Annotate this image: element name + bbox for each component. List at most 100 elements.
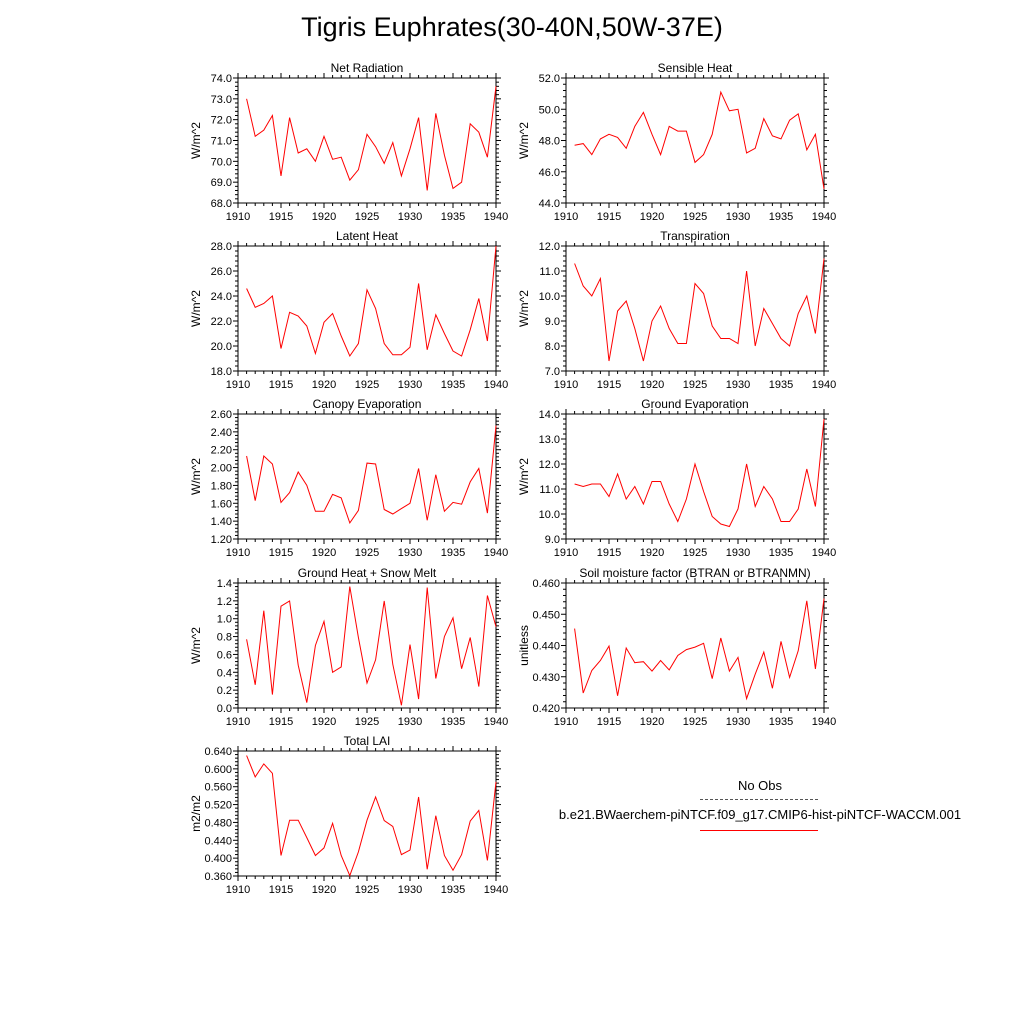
panel-5: 1910 1915 1920 1925 1930 1935 1940 1.20 1.40 1.60… [189, 397, 508, 559]
x-tick-label: 1925 [355, 884, 379, 896]
y-tick-label: 24.0 [211, 291, 232, 303]
y-tick-label: 2.20 [211, 445, 232, 457]
x-tick-label: 1935 [441, 379, 465, 391]
x-tick-label: 1920 [640, 211, 664, 223]
panel-title: Canopy Evaporation [313, 397, 422, 411]
y-tick-label: 0.360 [204, 871, 232, 883]
y-tick-label: 8.0 [545, 341, 560, 353]
legend-case-label: b.e21.BWaerchem-piNTCF.f09_g17.CMIP6-his… [558, 807, 962, 822]
x-tick-label: 1915 [269, 716, 293, 728]
plot-frame [237, 245, 497, 372]
series-line [246, 586, 497, 706]
plot-frame [565, 77, 825, 204]
x-tick-label: 1910 [226, 716, 250, 728]
y-tick-label: 0.520 [204, 800, 232, 812]
x-tick-label: 1925 [355, 716, 379, 728]
y-tick-label: 48.0 [539, 136, 560, 148]
x-tick-label: 1910 [554, 547, 578, 559]
x-tick-label: 1910 [226, 379, 250, 391]
y-tick-label: 71.0 [211, 136, 232, 148]
x-tick-label: 1910 [554, 211, 578, 223]
y-tick-label: 1.20 [211, 534, 232, 546]
y-tick-label: 0.560 [204, 782, 232, 794]
y-tick-label: 73.0 [211, 94, 232, 106]
x-tick-label: 1910 [226, 547, 250, 559]
y-tick-label: 68.0 [211, 198, 232, 210]
x-tick-label: 1915 [597, 211, 621, 223]
y-tick-label: 10.0 [539, 291, 560, 303]
plot-frame [237, 413, 497, 540]
y-tick-label: 20.0 [211, 341, 232, 353]
y-tick-label: 9.0 [545, 534, 560, 546]
x-tick-label: 1930 [726, 716, 750, 728]
x-tick-label: 1935 [769, 716, 793, 728]
y-tick-label: 0.480 [204, 817, 232, 829]
x-tick-label: 1930 [726, 547, 750, 559]
x-tick-label: 1935 [441, 716, 465, 728]
x-tick-label: 1935 [441, 547, 465, 559]
y-tick-label: 9.0 [545, 316, 560, 328]
x-tick-label: 1930 [398, 884, 422, 896]
y-axis-label: W/m^2 [517, 290, 531, 327]
x-tick-label: 1930 [398, 716, 422, 728]
y-axis-label: W/m^2 [189, 290, 203, 327]
y-tick-label: 0.4 [217, 667, 232, 679]
x-tick-label: 1915 [269, 211, 293, 223]
x-tick-label: 1920 [312, 547, 336, 559]
x-tick-label: 1925 [683, 211, 707, 223]
y-tick-label: 0.440 [204, 835, 232, 847]
x-tick-label: 1925 [683, 547, 707, 559]
series-line [246, 425, 497, 525]
x-tick-label: 1920 [312, 884, 336, 896]
y-tick-label: 46.0 [539, 167, 560, 179]
x-tick-label: 1920 [640, 379, 664, 391]
panel-title: Soil moisture factor (BTRAN or BTRANMN) [579, 566, 810, 580]
x-tick-label: 1925 [355, 379, 379, 391]
y-tick-label: 0.600 [204, 764, 232, 776]
y-tick-label: 13.0 [539, 434, 560, 446]
y-tick-label: 7.0 [545, 366, 560, 378]
y-tick-label: 52.0 [539, 73, 560, 85]
y-tick-label: 12.0 [539, 459, 560, 471]
y-tick-label: 1.40 [211, 516, 232, 528]
x-tick-label: 1935 [769, 547, 793, 559]
x-tick-label: 1915 [597, 547, 621, 559]
x-tick-label: 1910 [226, 211, 250, 223]
x-tick-label: 1915 [597, 716, 621, 728]
x-tick-label: 1930 [398, 547, 422, 559]
x-tick-label: 1915 [269, 884, 293, 896]
x-tick-label: 1915 [269, 547, 293, 559]
y-tick-label: 10.0 [539, 509, 560, 521]
plot-frame [565, 245, 825, 372]
y-axis-label: unitless [517, 625, 531, 666]
y-axis-label: W/m^2 [189, 458, 203, 495]
y-tick-label: 14.0 [539, 409, 560, 421]
plot-frame [565, 413, 825, 540]
series-line [246, 755, 497, 877]
x-tick-label: 1925 [683, 379, 707, 391]
panel-4: 1910 1915 1920 1925 1930 1935 1940 7.0 8.0 9.0 10.… [517, 229, 836, 391]
series-line [574, 418, 825, 528]
panel-title: Total LAI [344, 734, 391, 748]
x-tick-label: 1940 [812, 716, 836, 728]
y-tick-label: 22.0 [211, 316, 232, 328]
x-tick-label: 1940 [484, 211, 508, 223]
y-tick-label: 0.400 [204, 853, 232, 865]
y-tick-label: 26.0 [211, 266, 232, 278]
panel-title: Ground Evaporation [641, 397, 748, 411]
figure-title: Tigris Euphrates(30-40N,50W-37E) [301, 12, 723, 42]
y-tick-label: 69.0 [211, 177, 232, 189]
panel-1: 1910 1915 1920 1925 1930 1935 1940 68.0 69.0 70.0… [189, 61, 508, 223]
y-tick-label: 0.460 [532, 578, 560, 590]
y-tick-label: 0.420 [532, 703, 560, 715]
y-tick-label: 1.80 [211, 480, 232, 492]
x-tick-label: 1940 [484, 379, 508, 391]
y-axis-label: W/m^2 [189, 122, 203, 159]
series-line [574, 90, 825, 189]
y-tick-label: 50.0 [539, 104, 560, 116]
x-tick-label: 1910 [226, 884, 250, 896]
x-tick-label: 1920 [312, 716, 336, 728]
series-line [246, 86, 497, 191]
y-tick-label: 0.6 [217, 649, 232, 661]
y-tick-label: 0.450 [532, 609, 560, 621]
